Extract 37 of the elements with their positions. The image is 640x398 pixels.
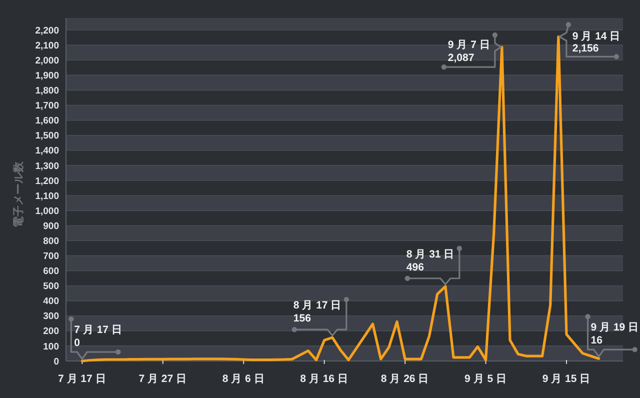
y-tick-label: 1,900 (35, 70, 59, 82)
x-tick-label: 8 月 16 日 (300, 373, 348, 385)
y-tick-label: 1,000 (35, 206, 59, 217)
annotation: 8 月 17 日 156 (293, 300, 342, 325)
y-tick-label: 1,200 (35, 176, 59, 187)
y-tick-label: 800 (43, 236, 59, 247)
y-tick-label: 1,800 (35, 86, 59, 97)
y-tick-label: 900 (43, 220, 59, 232)
x-tick-label: 8 月 6 日 (222, 373, 265, 385)
x-tick-label: 7 月 17 日 (58, 373, 106, 385)
y-tick-label: 1,600 (35, 116, 59, 127)
x-tick-label: 9 月 5 日 (464, 373, 507, 385)
y-tick-label: 1,100 (35, 190, 59, 202)
x-tick-label: 9 月 15 日 (542, 373, 591, 385)
annotation: 9 月 7 日 2,087 (448, 39, 490, 64)
y-tick-label: 1,400 (35, 146, 59, 157)
y-tick-label: 100 (43, 341, 59, 352)
y-tick-label: 700 (43, 251, 59, 262)
y-tick-label: 2,000 (35, 55, 59, 66)
y-tick-label: 0 (54, 356, 59, 368)
x-tick-label: 7 月 27 日 (138, 373, 188, 385)
annotation: 8 月 31 日 496 (406, 248, 455, 274)
y-tick-label: 1,700 (35, 100, 59, 112)
annotation: 9 月 19 日 16 (590, 322, 640, 347)
y-tick-label: 1,300 (35, 160, 59, 172)
y-tick-label: 2,100 (35, 40, 59, 52)
y-axis-title: 電子メール数 (12, 160, 25, 228)
y-tick-label: 600 (43, 266, 59, 278)
annotation: 7 月 17 日 0 (74, 324, 122, 349)
y-tick-label: 200 (43, 326, 59, 338)
annotation: 9 月 14 日 2,156 (572, 30, 621, 55)
y-tick-label: 400 (43, 296, 59, 308)
y-tick-label: 1,500 (35, 130, 59, 142)
x-tick-label: 8 月 26 日 (380, 373, 430, 385)
y-tick-label: 2,200 (35, 25, 59, 36)
y-tick-label: 500 (43, 281, 59, 292)
y-tick-label: 300 (43, 311, 59, 322)
